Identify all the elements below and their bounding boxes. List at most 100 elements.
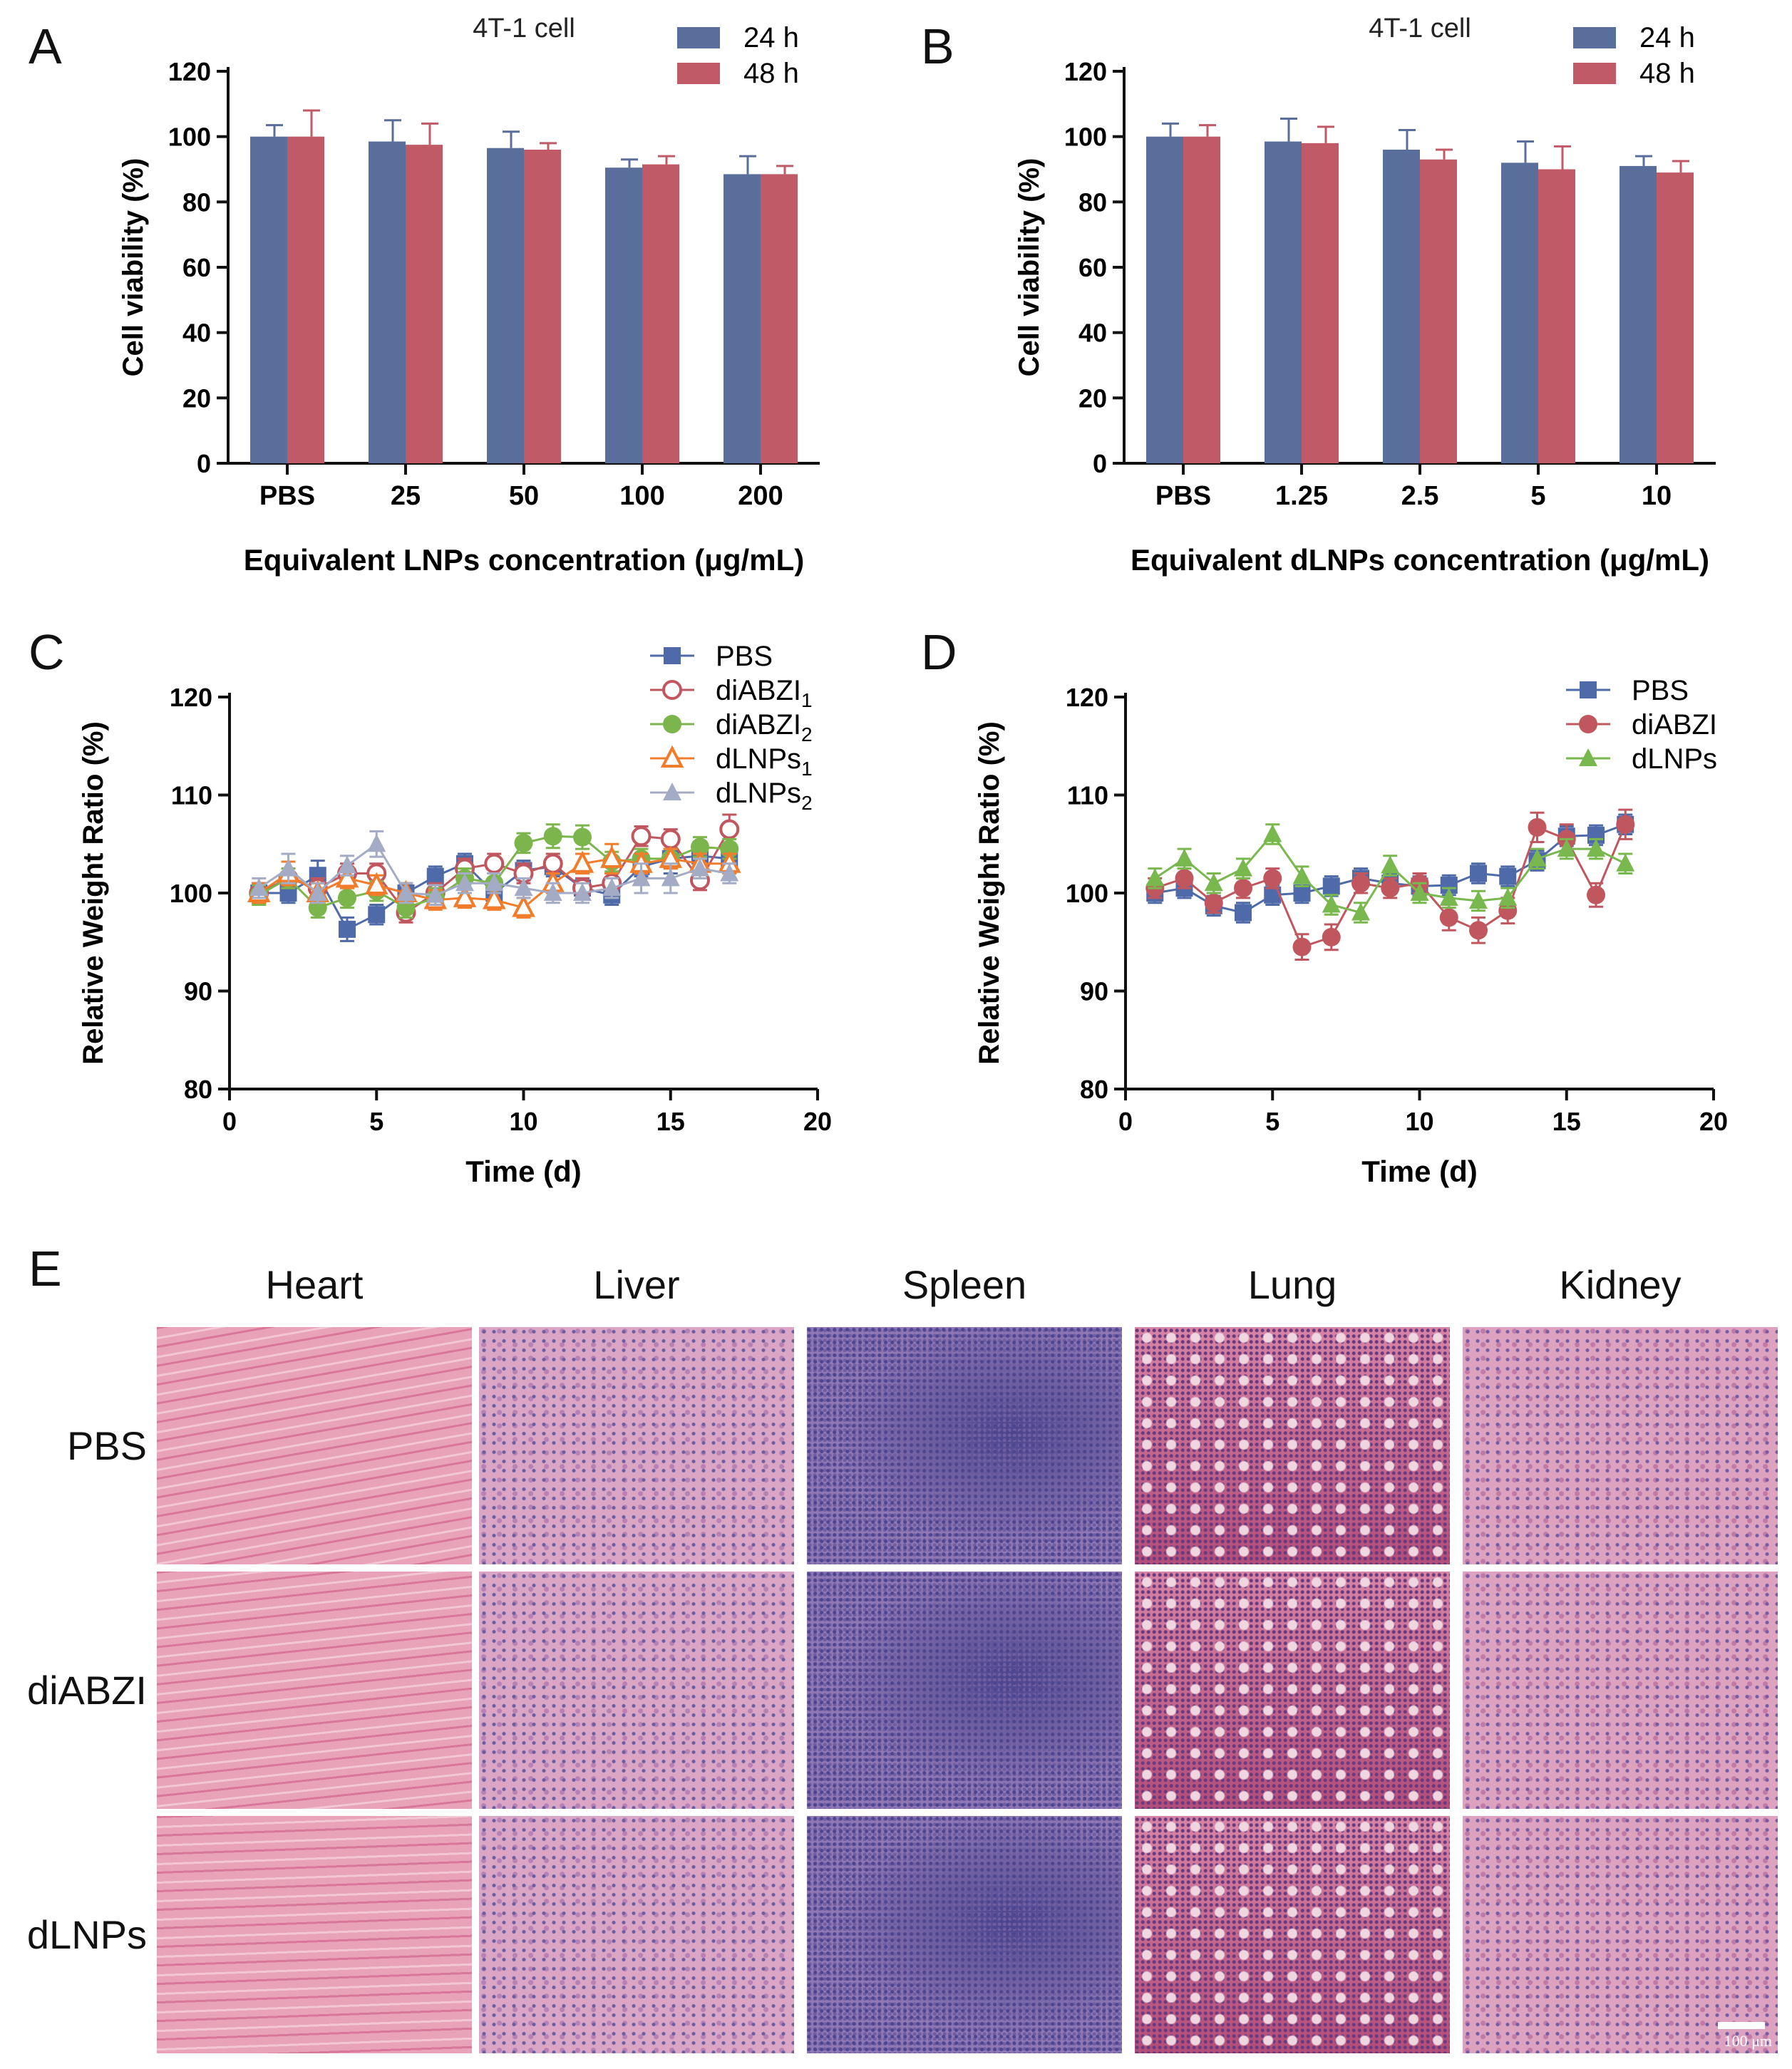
data-point (543, 883, 562, 901)
data-point (396, 883, 416, 901)
bar (369, 141, 406, 463)
data-point (455, 873, 474, 892)
data-point (364, 872, 388, 894)
histology-image-lung-dlnps (1135, 1816, 1450, 2053)
y-tick-label: 100 (170, 879, 212, 908)
data-point (335, 865, 359, 888)
data-point (660, 745, 684, 768)
line-chart-c: 80 90 100 110 120 0 5 10 15 20 Relative Weight Rat… (78, 641, 832, 1188)
x-axis-title: Equivalent dLNPs concentration (μg/mL) (1131, 543, 1709, 577)
data-point (662, 680, 682, 700)
legend-label: diABZI2 (716, 709, 813, 745)
histology-image-liver-pbs (479, 1327, 794, 1564)
data-point (660, 829, 681, 850)
legend-swatch (1573, 63, 1616, 84)
data-point (249, 878, 269, 897)
data-point (1499, 867, 1517, 885)
data-point (1439, 887, 1458, 906)
bar (724, 174, 761, 463)
data-point (1235, 904, 1252, 922)
data-point (1292, 937, 1312, 956)
series-group (249, 830, 739, 906)
y-tick-label: 80 (1080, 1075, 1108, 1104)
x-axis-title: Time (d) (465, 1155, 582, 1188)
y-tick-label: 110 (1067, 781, 1108, 810)
data-point (338, 855, 356, 874)
data-point (1234, 858, 1252, 877)
data-point (1234, 879, 1252, 898)
legend-label: 24 h (743, 22, 799, 53)
bar (1620, 165, 1657, 463)
bar (406, 145, 443, 463)
bar (1538, 169, 1575, 463)
data-point (663, 715, 681, 733)
data-point (1381, 879, 1400, 898)
data-point (1145, 868, 1165, 887)
panel-letter-c: C (29, 624, 65, 680)
histology-image-spleen-dlnps (807, 1816, 1122, 2053)
y-tick-label: 100 (1064, 123, 1107, 152)
chart-title: 4T-1 cell (473, 14, 575, 43)
histology-row-label: PBS (66, 1423, 147, 1468)
panel-letter-b: B (921, 19, 954, 74)
y-tick-label: 40 (1078, 319, 1107, 348)
data-point (1557, 839, 1576, 857)
x-tick-label: 10 (1642, 481, 1672, 511)
data-point (426, 867, 444, 885)
bar-chart-a: 4T-1 cell 0 20 40 60 80 100 120 PBS 25 50 100 200 Cel… (118, 14, 820, 577)
data-point (661, 868, 680, 887)
data-point (1263, 869, 1282, 888)
x-tick-label: 50 (509, 481, 539, 511)
data-point (1381, 855, 1400, 874)
data-point (543, 827, 562, 846)
data-point (339, 920, 356, 938)
data-point (1351, 902, 1370, 921)
data-point (1528, 848, 1547, 867)
histology-image-lung-diabzi (1135, 1572, 1450, 1809)
y-axis-title: Cell viability (%) (118, 158, 149, 377)
data-point (570, 850, 594, 873)
data-point (426, 884, 445, 903)
y-tick-label: 120 (1066, 683, 1108, 712)
data-point (602, 878, 622, 897)
y-tick-label: 60 (182, 253, 211, 282)
data-point (631, 826, 652, 847)
bar (1420, 159, 1457, 463)
legend-subscript: 1 (801, 689, 813, 711)
histology-image-heart-dlnps (157, 1816, 472, 2053)
x-tick-label: 5 (369, 1107, 383, 1136)
data-point (1322, 894, 1341, 913)
legend-label: dLNPs (1632, 743, 1717, 775)
bar (1383, 150, 1420, 463)
data-point (1410, 883, 1429, 901)
histology-column-label: Heart (265, 1262, 364, 1307)
histology-image-kidney-pbs (1463, 1327, 1778, 1564)
data-point (1204, 893, 1223, 912)
data-point (1470, 865, 1487, 882)
data-point (1580, 681, 1597, 698)
data-point (367, 834, 386, 852)
legend-label: PBS (716, 641, 773, 672)
data-point (542, 853, 563, 874)
y-tick-label: 90 (1080, 977, 1108, 1006)
data-point (719, 819, 740, 840)
data-point (1322, 927, 1341, 946)
x-tick-label: 0 (222, 1107, 237, 1136)
bar (761, 174, 798, 463)
data-point (308, 883, 327, 901)
histology-row-label: dLNPs (26, 1911, 147, 1957)
data-point (482, 887, 506, 909)
data-point (368, 906, 386, 924)
data-point (338, 888, 356, 907)
histology-column-label: Kidney (1559, 1262, 1682, 1307)
x-tick-label: 15 (656, 1107, 685, 1136)
data-point (691, 858, 709, 877)
x-tick-label: 0 (1118, 1107, 1133, 1136)
data-point (279, 858, 298, 877)
data-point (1616, 853, 1635, 872)
legend-label: 48 h (1639, 58, 1695, 89)
data-point (599, 845, 624, 868)
y-tick-label: 80 (1078, 187, 1107, 217)
data-point (1292, 866, 1312, 884)
